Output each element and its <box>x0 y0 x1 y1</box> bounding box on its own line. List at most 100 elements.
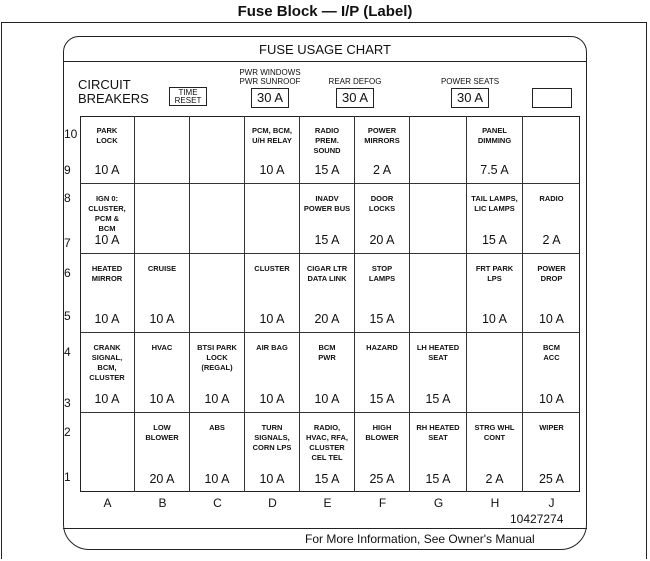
fuse-amperage: 2 A <box>372 163 392 177</box>
fuse-amperage: 15 A <box>314 472 340 486</box>
fuse-label: STOP LAMPS <box>368 264 396 283</box>
fuse-cell-A-row1: PARK LOCK 10 A <box>80 116 135 184</box>
circuit-breaker-box: 30 A <box>336 88 374 108</box>
fuse-label: LH HEATED SEAT <box>416 343 460 362</box>
fuse-cell-F-row2: DOOR LOCKS 20 A <box>355 184 410 254</box>
breaker-caption-line: PWR SUNROOF <box>239 77 301 86</box>
fuse-cell-H-row3: FRT PARK LPS 10 A <box>467 254 523 333</box>
fuse-label: PCM, BCM, U/H RELAY <box>252 126 292 145</box>
fuse-label: POWER DROP <box>537 264 566 283</box>
fuse-cell-C-row5: ABS 10 A <box>190 413 245 492</box>
fuse-label: RADIO PREM. SOUND <box>313 126 341 155</box>
row-number: 5 <box>64 309 71 323</box>
circuit-breaker-box: 30 A <box>451 88 489 108</box>
fuse-label: HVAC <box>151 343 173 352</box>
fuse-amperage: 2 A <box>485 472 504 486</box>
fuse-cell-G-row3 <box>410 254 467 333</box>
column-letter: E <box>323 496 332 510</box>
fuse-cell-J-row2: RADIO 2 A <box>523 184 580 254</box>
fuse-cell-D-row5: TURN SIGNALS, CORN LPS 10 A <box>245 413 300 492</box>
fuse-label: INADV POWER BUS <box>303 194 351 213</box>
fuse-amperage: 10 A <box>204 392 230 406</box>
fuse-label: TURN SIGNALS, CORN LPS <box>252 423 292 452</box>
row-number: 6 <box>64 266 71 280</box>
fuse-label: WIPER <box>539 423 564 432</box>
fuse-amperage: 15 A <box>314 233 340 247</box>
fuse-cell-A-row4: CRANK SIGNAL, BCM, CLUSTER 10 A <box>80 333 135 413</box>
fuse-cell-C-row4: BTSI PARK LOCK (REGAL) 10 A <box>190 333 245 413</box>
fuse-amperage: 10 A <box>314 392 340 406</box>
fuse-label: CLUSTER <box>254 264 290 273</box>
fuse-label: FRT PARK LPS <box>475 264 514 283</box>
fuse-cell-E-row4: BCM PWR 10 A <box>300 333 355 413</box>
part-number: 10427274 <box>510 512 564 526</box>
divider <box>63 61 587 62</box>
divider <box>63 528 587 529</box>
breaker-caption-line <box>425 68 515 77</box>
fuse-amperage: 15 A <box>425 472 451 486</box>
fuse-amperage: 20 A <box>314 312 340 326</box>
fuse-amperage: 15 A <box>425 392 451 406</box>
fuse-cell-A-row5 <box>80 413 135 492</box>
fuse-amperage: 10 A <box>481 312 508 326</box>
fuse-cell-G-row5: RH HEATED SEAT 15 A <box>410 413 467 492</box>
fuse-cell-B-row1 <box>135 116 190 184</box>
fuse-cell-B-row3: CRUISE 10 A <box>135 254 190 333</box>
column-letter: H <box>490 496 500 510</box>
footer-note: For More Information, See Owner's Manual <box>305 532 535 546</box>
fuse-cell-G-row1 <box>410 116 467 184</box>
row-number: 3 <box>64 396 71 410</box>
fuse-amperage: 10 A <box>259 392 285 406</box>
fuse-label: DOOR LOCKS <box>368 194 396 213</box>
fuse-label: BCM ACC <box>542 343 561 362</box>
column-letter: G <box>433 496 444 510</box>
fuse-cell-F-row5: HIGH BLOWER 25 A <box>355 413 410 492</box>
fuse-label: TAIL LAMPS, LIC LAMPS <box>471 194 518 213</box>
fuse-cell-H-row4 <box>467 333 523 413</box>
fuse-cell-E-row1: RADIO PREM. SOUND 15 A <box>300 116 355 184</box>
fuse-cell-J-row3: POWER DROP 10 A <box>523 254 580 333</box>
fuse-cell-C-row1 <box>190 116 245 184</box>
fuse-cell-D-row2 <box>245 184 300 254</box>
fuse-label: HIGH BLOWER <box>365 423 399 442</box>
fuse-amperage: 15 A <box>369 392 395 406</box>
circuit-breakers-label: CIRCUIT BREAKERS <box>78 78 149 106</box>
row-number: 9 <box>64 163 71 177</box>
fuse-grid: PARK LOCK 10 A PCM, BCM, U/H RELAY 10 A RADI… <box>80 116 580 492</box>
fuse-amperage: 10 A <box>259 163 285 177</box>
column-letter: A <box>103 496 112 510</box>
fuse-amperage: 10 A <box>538 392 565 406</box>
breaker-caption <box>506 68 596 86</box>
fuse-amperage: 25 A <box>369 472 395 486</box>
breaker-caption-line <box>506 77 596 86</box>
fuse-amperage: 10 A <box>94 312 120 326</box>
fuse-amperage: 10 A <box>204 472 230 486</box>
fuse-label: BTSI PARK LOCK (REGAL) <box>197 343 237 372</box>
fuse-label-card <box>63 36 587 550</box>
fuse-cell-D-row3: CLUSTER 10 A <box>245 254 300 333</box>
fuse-label: RH HEATED SEAT <box>416 423 460 442</box>
fuse-cell-B-row2 <box>135 184 190 254</box>
fuse-cell-H-row2: TAIL LAMPS, LIC LAMPS 15 A <box>467 184 523 254</box>
fuse-label: IGN 0: CLUSTER, PCM & BCM <box>88 194 126 233</box>
fuse-cell-D-row1: PCM, BCM, U/H RELAY 10 A <box>245 116 300 184</box>
fuse-cell-G-row2 <box>410 184 467 254</box>
fuse-cell-H-row1: PANEL DIMMING 7.5 A <box>467 116 523 184</box>
fuse-label: BCM PWR <box>318 343 336 362</box>
fuse-amperage: 10 A <box>94 392 120 406</box>
fuse-amperage: 10 A <box>259 312 285 326</box>
fuse-label: CRANK SIGNAL, BCM, CLUSTER <box>89 343 125 382</box>
page-title: Fuse Block — I/P (Label) <box>237 3 413 20</box>
fuse-cell-F-row1: POWER MIRRORS 2 A <box>355 116 410 184</box>
breaker-caption: POWER SEATS <box>425 68 515 86</box>
fuse-amperage: 10 A <box>149 392 175 406</box>
row-number: 7 <box>64 236 71 250</box>
fuse-cell-A-row2: IGN 0: CLUSTER, PCM & BCM 10 A <box>80 184 135 254</box>
fuse-cell-F-row3: STOP LAMPS 15 A <box>355 254 410 333</box>
breaker-caption-line <box>310 68 400 77</box>
column-letter: J <box>548 496 555 510</box>
fuse-label: CIGAR LTR DATA LINK <box>306 264 348 283</box>
circuit-breaker-box: 30 A <box>251 88 289 108</box>
fuse-cell-B-row5: LOW BLOWER 20 A <box>135 413 190 492</box>
fuse-cell-J-row5: WIPER 25 A <box>523 413 580 492</box>
